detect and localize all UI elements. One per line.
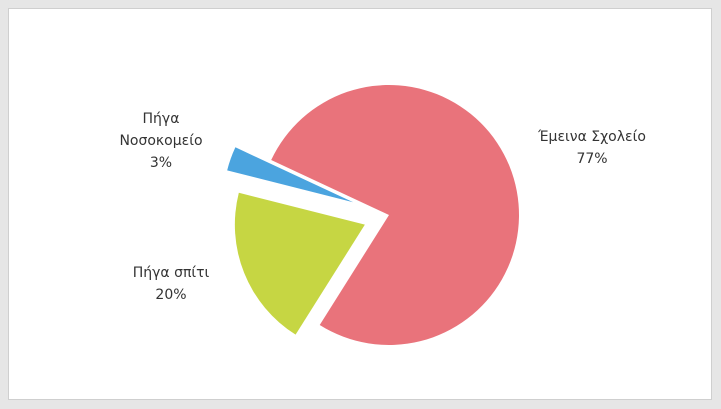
slice-label: Έμεινα Σχολείο 77% (538, 126, 646, 170)
slice-label: Πήγα Νοσοκομείο 3% (111, 108, 211, 174)
category-label: Πήγα Νοσοκομείο (119, 111, 203, 149)
pie-slice (271, 84, 519, 345)
category-label: Πήγα σπίτι (132, 265, 210, 281)
category-label: Έμεινα Σχολείο (538, 129, 646, 145)
value-label: 20% (155, 287, 187, 303)
slice-label: Πήγα σπίτι 20% (133, 262, 210, 306)
pie-slice (227, 147, 354, 203)
value-label: 77% (576, 151, 608, 167)
value-label: 3% (149, 155, 173, 171)
pie-slice (234, 192, 365, 335)
